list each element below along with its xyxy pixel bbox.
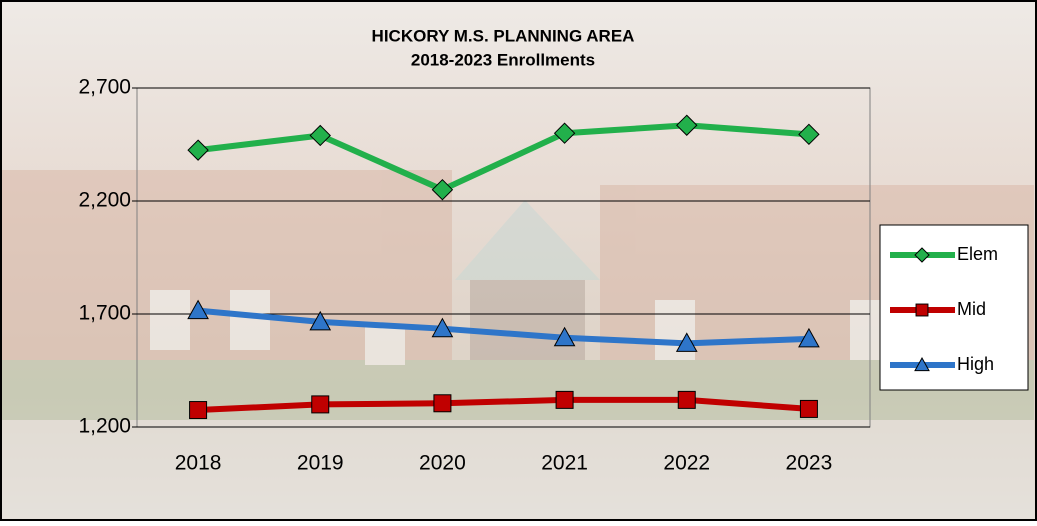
legend-marker <box>915 303 929 317</box>
point <box>799 399 818 418</box>
series-line <box>197 396 810 414</box>
chart-subtitle: 2018-2023 Enrollments <box>411 50 595 69</box>
series-line <box>197 307 810 347</box>
y-tick-label: 2,700 <box>78 76 131 99</box>
point <box>187 299 209 320</box>
point <box>309 310 332 331</box>
x-tick-label: 2020 <box>419 452 466 475</box>
point <box>677 390 696 409</box>
legend-label: Mid <box>957 299 986 319</box>
point <box>553 122 576 144</box>
legend-label: Elem <box>957 244 998 264</box>
point <box>553 326 576 347</box>
legend-marker <box>914 247 930 263</box>
x-tick-label: 2022 <box>663 452 710 475</box>
point <box>798 327 820 348</box>
x-tick-label: 2019 <box>297 452 344 475</box>
point <box>798 123 820 146</box>
y-tick-label: 1,200 <box>78 415 131 438</box>
point <box>187 139 209 161</box>
point <box>431 178 454 201</box>
series-line <box>197 122 810 193</box>
point <box>431 317 454 338</box>
point <box>676 114 698 136</box>
point <box>555 390 574 409</box>
point <box>675 332 698 352</box>
point <box>309 124 331 147</box>
x-tick-label: 2021 <box>541 452 588 475</box>
y-tick-label: 2,200 <box>78 189 131 212</box>
x-tick-label: 2018 <box>175 452 222 475</box>
chart-title: HICKORY M.S. PLANNING AREA <box>372 26 635 45</box>
legend-marker <box>914 356 930 372</box>
legend-label: High <box>957 354 994 374</box>
point <box>189 401 208 420</box>
x-tick-label: 2023 <box>786 452 833 475</box>
background-photo <box>2 170 1034 518</box>
point <box>433 394 452 413</box>
y-tick-label: 1,700 <box>78 302 131 325</box>
point <box>311 395 330 414</box>
